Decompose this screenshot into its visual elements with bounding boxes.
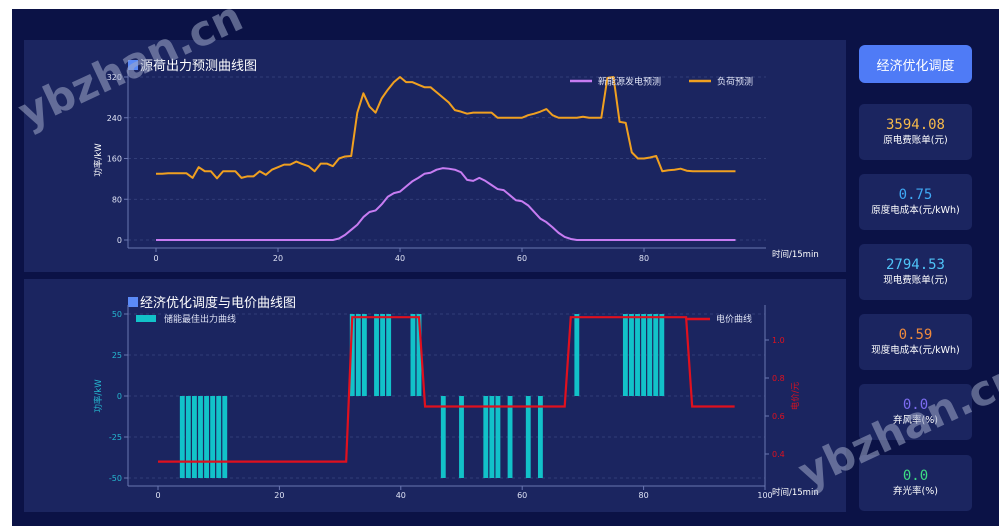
stat-card-current-bill: 2794.53 现电费账单(元) [859,244,972,300]
storage-output-bar [653,314,659,396]
stat-card-original-unit-cost: 0.75 原度电成本(元/kWh) [859,174,972,230]
forecast-title-text: 源荷出力预测曲线图 [140,59,258,74]
storage-output-bar [210,396,216,478]
storage-output-bar [191,396,197,478]
storage-output-bar [629,314,634,396]
storage-output-bar [495,396,501,478]
storage-output-bar [537,396,543,478]
storage-output-bar [659,314,665,396]
stat-label: 弃光率(%) [893,486,938,497]
storage-output-bar [374,314,379,396]
economic-optimize-button[interactable]: 经济优化调度 [859,45,972,83]
storage-output-bar [185,396,191,478]
storage-output-bar [386,314,392,396]
y-tick-label: 0 [117,236,122,245]
storage-output-bar [483,396,489,478]
stat-label: 现电费账单(元) [883,275,948,286]
y-axis-label: 功率/kW [93,143,104,177]
stat-card-original-bill: 3594.08 原电费账单(元) [859,104,972,160]
y-tick-label: 25 [112,351,122,360]
storage-output-bar [440,396,446,478]
y-tick-label: 320 [107,73,122,82]
stat-label: 现度电成本(元/kWh) [871,345,960,356]
x-tick-label: 0 [155,491,160,500]
stat-value: 2794.53 [885,257,945,273]
y-axis-label: 功率/kW [93,379,104,413]
storage-output-bar [198,396,203,478]
legend-label[interactable]: 新能源发电预测 [598,76,661,88]
x-tick-label: 100 [757,491,772,500]
y-tick-label: -25 [109,433,122,442]
x-tick-label: 20 [274,491,284,500]
storage-output-bar [507,396,513,478]
stat-card-solar-curtailment: 0.0 弃光率(%) [859,455,972,511]
storage-output-bar [222,396,228,478]
storage-output-bar [489,396,495,478]
x-tick-label: 80 [639,254,649,263]
dispatch-title-text: 经济优化调度与电价曲线图 [140,296,297,311]
y-tick-label: 240 [107,114,122,123]
storage-output-bar [574,314,580,396]
stat-value: 0.0 [902,468,929,484]
storage-output-bar [355,314,361,396]
y2-axis-label: 电价/元 [790,381,801,410]
stat-value: 0.75 [898,187,933,203]
y-tick-label: -50 [109,474,122,483]
y-tick-label: 50 [112,310,122,319]
stat-value: 0.0 [902,397,929,413]
storage-output-bar [459,396,464,478]
stat-label: 弃风率(%) [893,415,938,426]
y-tick-label: 80 [112,195,122,204]
x-tick-label: 0 [153,254,158,263]
stat-label: 原度电成本(元/kWh) [871,205,960,216]
legend-label[interactable]: 储能最佳出力曲线 [164,313,236,325]
stat-label: 原电费账单(元) [883,135,948,146]
storage-output-bar [622,314,628,396]
x-tick-label: 60 [517,254,527,263]
storage-output-bar [380,314,386,396]
stat-card-wind-curtailment: 0.0 弃风率(%) [859,384,972,440]
stat-value: 0.59 [898,327,933,343]
legend-swatch[interactable] [136,315,156,322]
x-tick-label: 40 [396,491,406,500]
storage-output-bar [410,314,416,396]
stat-card-current-unit-cost: 0.59 现度电成本(元/kWh) [859,314,972,370]
y-tick-label: 0 [117,392,122,401]
legend-label[interactable]: 负荷预测 [717,76,753,88]
price-curve-line [158,316,735,463]
y2-tick-label: 0.8 [772,374,785,383]
y-tick-label: 160 [107,155,122,164]
x-tick-label: 60 [517,491,527,500]
y2-tick-label: 0.4 [772,450,785,459]
storage-output-bar [216,396,222,478]
title-marker-icon [128,296,138,307]
x-tick-label: 80 [639,491,649,500]
storage-output-bar [647,314,653,396]
x-axis-label: 时间/15min [772,487,819,498]
y2-tick-label: 1.0 [772,336,785,345]
renewable-forecast-line [156,167,736,241]
storage-output-bar [635,314,640,396]
x-tick-label: 20 [273,254,283,263]
storage-output-bar [525,396,531,478]
stat-value: 3594.08 [885,117,945,133]
storage-output-bar [416,314,422,396]
load-forecast-line [156,76,736,180]
storage-output-bar [204,396,209,478]
storage-output-bar [641,314,647,396]
storage-output-bar [349,314,355,396]
storage-output-bar [179,396,185,478]
x-tick-label: 40 [395,254,405,263]
storage-output-bar [361,314,367,396]
title-marker-icon [128,59,138,70]
y2-tick-label: 0.6 [772,412,785,421]
forecast-panel [24,40,846,272]
forecast-panel-title: 源荷出力预测曲线图 [128,55,257,74]
x-axis-label: 时间/15min [772,249,819,260]
dispatch-panel-title: 经济优化调度与电价曲线图 [128,292,296,311]
legend-label[interactable]: 电价曲线 [716,313,752,325]
